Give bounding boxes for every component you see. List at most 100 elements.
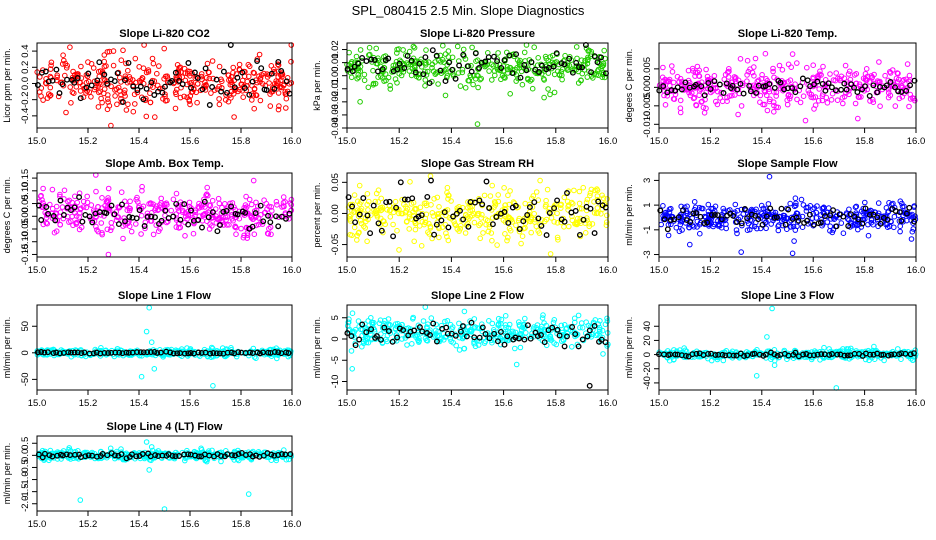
x-tick-label: 15.4 <box>753 136 772 147</box>
data-point <box>696 204 703 211</box>
data-point <box>110 62 117 69</box>
data-point <box>111 78 118 85</box>
data-point <box>767 96 773 103</box>
data-point <box>199 224 205 231</box>
data-point <box>598 54 605 61</box>
outlier-point <box>547 251 554 257</box>
data-point <box>691 199 698 205</box>
scatter-points <box>657 173 919 257</box>
x-axis: 15.0 15.2 15.4 15.6 15.8 16.0 <box>650 128 925 147</box>
outlier-point <box>687 241 693 248</box>
data-point <box>73 213 80 219</box>
data-point <box>348 348 355 354</box>
data-point <box>101 90 107 97</box>
data-point <box>230 64 236 71</box>
data-point <box>44 212 50 218</box>
data-point <box>892 84 898 91</box>
data-point <box>457 207 463 214</box>
data-point <box>513 51 520 58</box>
data-point <box>223 207 230 214</box>
data-point <box>491 53 497 60</box>
data-point <box>112 349 119 356</box>
data-point <box>578 77 584 83</box>
data-point <box>416 60 423 67</box>
data-point <box>68 207 74 214</box>
data-point <box>528 76 535 83</box>
data-point <box>242 209 249 216</box>
data-point <box>904 61 911 67</box>
data-point <box>442 92 449 99</box>
data-point <box>43 204 50 210</box>
data-point <box>243 193 249 200</box>
data-point <box>662 102 669 108</box>
data-point <box>382 71 389 77</box>
data-point <box>588 69 595 76</box>
data-point <box>476 222 482 229</box>
y-axis: -2.0-1.5-1.0-0.50.00.5 <box>20 437 37 512</box>
x-tick-label: 15.2 <box>701 265 720 276</box>
data-point <box>862 216 868 222</box>
data-point <box>677 97 684 104</box>
data-point <box>907 96 914 102</box>
data-point <box>587 192 593 199</box>
x-tick-label: 15.4 <box>130 398 149 409</box>
outlier-point <box>143 439 150 445</box>
x-tick-label: 16.0 <box>283 398 302 409</box>
data-point <box>404 218 410 224</box>
data-point <box>548 215 555 221</box>
data-point <box>63 451 70 458</box>
data-point <box>411 45 418 51</box>
data-point <box>52 217 59 224</box>
data-point <box>580 184 587 191</box>
data-point <box>569 69 576 76</box>
data-point <box>42 68 49 75</box>
data-point <box>134 87 141 93</box>
y-tick-label: -0.2 <box>20 91 31 107</box>
data-point <box>858 208 865 215</box>
data-point <box>422 83 428 89</box>
data-point <box>355 60 362 67</box>
data-point <box>125 67 131 74</box>
data-point <box>167 349 174 356</box>
data-point <box>264 230 271 237</box>
data-point <box>542 218 548 225</box>
data-point <box>830 207 837 214</box>
data-point <box>461 345 468 352</box>
data-point <box>249 223 256 230</box>
data-point <box>423 72 430 78</box>
data-point <box>152 452 159 459</box>
data-point <box>819 97 826 104</box>
data-point <box>356 336 363 343</box>
data-point <box>579 64 586 71</box>
y-tick-label: 0.005 <box>642 57 653 81</box>
y-tick-label: 0.00 <box>330 66 341 85</box>
data-point <box>577 324 583 331</box>
data-point <box>436 211 442 217</box>
data-point <box>841 352 848 359</box>
y-tick-label: -0.02 <box>330 91 341 113</box>
data-point <box>591 210 598 216</box>
data-point <box>771 84 778 91</box>
y-tick-label: -1.0 <box>20 471 31 487</box>
data-point <box>256 73 262 79</box>
data-point <box>412 58 418 65</box>
data-point <box>344 66 351 73</box>
data-point <box>184 94 190 101</box>
data-point <box>751 223 758 230</box>
data-point <box>467 213 474 220</box>
data-point <box>150 60 157 67</box>
outlier-point <box>586 382 593 389</box>
data-point <box>111 211 118 218</box>
data-point <box>434 194 441 201</box>
data-point <box>139 183 145 190</box>
data-point <box>96 209 103 216</box>
data-point <box>694 63 701 70</box>
data-point <box>59 81 66 88</box>
data-point <box>771 109 777 115</box>
data-point <box>354 237 360 243</box>
data-point <box>841 80 848 87</box>
data-point <box>450 339 457 346</box>
